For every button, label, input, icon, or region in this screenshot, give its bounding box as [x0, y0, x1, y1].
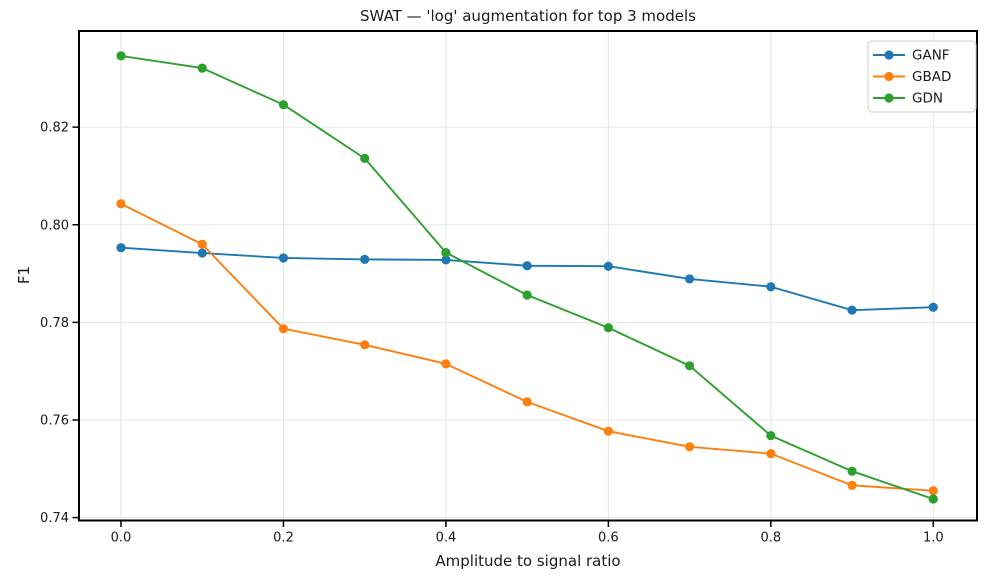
data-point — [197, 248, 207, 258]
series-line — [120, 54, 935, 500]
data-point — [197, 63, 207, 73]
data-point — [685, 442, 695, 452]
data-point — [522, 261, 532, 271]
x-tick-label: 0.2 — [273, 531, 294, 546]
x-tick-label: 0.4 — [436, 531, 457, 546]
data-point — [278, 253, 289, 263]
y-tick-label: 0.78 — [40, 316, 69, 331]
legend-entry: GBAD — [873, 69, 951, 85]
y-tick-label: 0.82 — [40, 121, 69, 136]
data-point — [116, 243, 126, 253]
legend-label: GANF — [912, 48, 950, 64]
legend-label: GBAD — [912, 69, 951, 85]
data-point — [441, 247, 451, 258]
x-axis-label: Amplitude to signal ratio — [435, 552, 621, 570]
data-point — [441, 255, 451, 265]
data-point — [847, 466, 857, 476]
data-point — [116, 199, 126, 209]
series-line — [120, 202, 935, 492]
legend-marker — [884, 71, 894, 82]
legend: GANF GBAD GDN — [867, 40, 977, 113]
x-tick-label: 0.8 — [760, 531, 781, 546]
data-point — [441, 359, 451, 369]
data-point — [847, 480, 857, 490]
x-tick-label: 1.0 — [923, 531, 944, 546]
data-point — [116, 51, 126, 61]
series-line — [120, 246, 935, 312]
legend-entry: GANF — [873, 48, 950, 64]
legend-label: GDN — [912, 91, 943, 107]
plot-border — [78, 30, 978, 522]
legend-marker — [884, 50, 894, 60]
y-axis-label: F1 — [15, 265, 33, 285]
series-GBAD — [116, 199, 938, 496]
grid — [79, 31, 977, 521]
data-point — [360, 153, 370, 163]
data-point — [603, 426, 613, 436]
data-point — [685, 274, 695, 284]
data-point — [197, 239, 207, 249]
data-point — [766, 282, 776, 292]
data-point — [766, 430, 776, 441]
legend-marker — [884, 93, 894, 103]
data-point — [522, 290, 532, 300]
data-point — [928, 302, 938, 312]
data-point — [278, 324, 289, 334]
y-tick-label: 0.74 — [40, 511, 69, 526]
data-point — [766, 449, 776, 459]
data-point — [603, 323, 613, 333]
data-point — [278, 100, 289, 110]
data-point — [360, 254, 370, 265]
chart-title: SWAT — 'log' augmentation for top 3 mode… — [360, 7, 696, 25]
data-point — [847, 305, 857, 315]
y-tick-label: 0.76 — [40, 413, 69, 428]
data-point — [360, 340, 370, 350]
data-point — [928, 486, 938, 496]
data-point — [928, 494, 938, 504]
data-point — [685, 361, 695, 371]
legend-entry: GDN — [873, 91, 943, 107]
x-tick-label: 0.0 — [111, 531, 132, 546]
series-GANF — [116, 243, 938, 315]
data-point — [603, 261, 613, 271]
data-point — [522, 397, 532, 407]
series-GDN — [116, 51, 938, 504]
legend-box — [867, 40, 977, 113]
y-tick-label: 0.80 — [40, 218, 69, 233]
x-tick-label: 0.6 — [598, 531, 619, 546]
